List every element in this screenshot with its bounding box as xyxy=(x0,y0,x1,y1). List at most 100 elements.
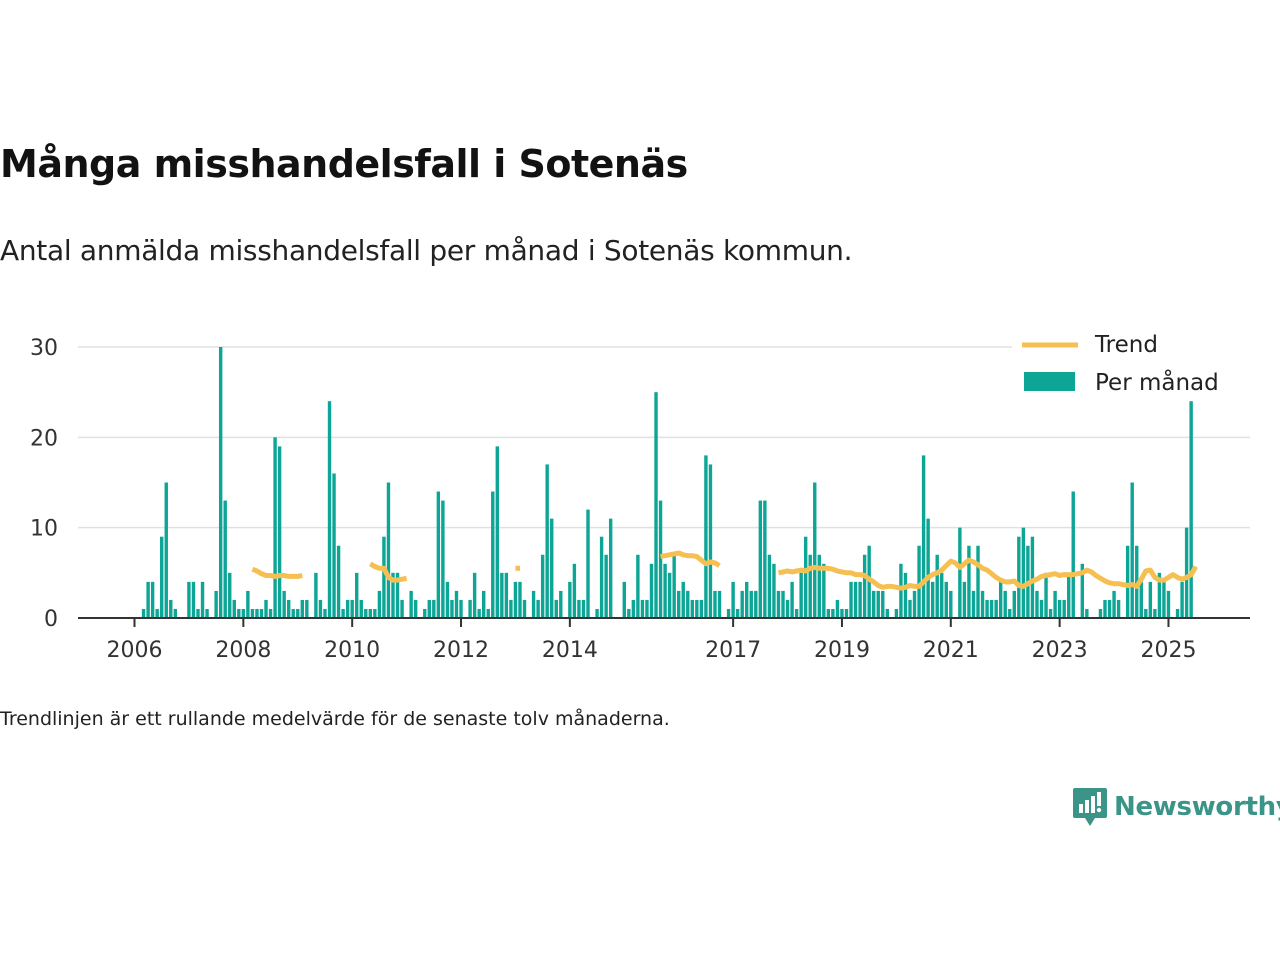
bar xyxy=(663,563,667,618)
bar xyxy=(599,536,604,618)
bar xyxy=(477,608,481,618)
bar xyxy=(949,590,953,618)
bar xyxy=(1098,608,1103,618)
bar-series xyxy=(141,347,1193,618)
y-tick-label: 10 xyxy=(30,517,58,542)
bar xyxy=(781,590,785,618)
bar xyxy=(436,491,441,618)
x-axis-ticks: 2006 2008 2010 2012 2014 2017 2019 2021 2023 2025 xyxy=(107,618,1196,663)
bar xyxy=(377,590,382,618)
bar xyxy=(731,581,735,618)
bar xyxy=(323,608,327,618)
bar xyxy=(754,590,758,618)
bar xyxy=(717,590,722,618)
bar xyxy=(341,608,345,618)
bar xyxy=(985,599,989,618)
bar xyxy=(967,545,971,618)
bar xyxy=(1157,572,1162,618)
bar xyxy=(962,581,967,618)
bar xyxy=(164,482,168,618)
bar xyxy=(277,446,282,618)
bar xyxy=(1112,590,1116,618)
bar xyxy=(1139,581,1143,618)
bar xyxy=(654,392,658,618)
bar xyxy=(550,518,554,618)
bar xyxy=(595,608,599,618)
bar-chart: 0 10 20 30 2006 2008 2010 2012 2014 2017 2019 2021… xyxy=(30,330,1250,663)
bar xyxy=(699,599,704,618)
bar xyxy=(813,482,817,618)
bar xyxy=(359,599,363,618)
bar xyxy=(568,581,572,618)
bar xyxy=(971,590,976,618)
bar xyxy=(876,590,880,618)
bar xyxy=(441,500,445,618)
bar xyxy=(1035,590,1039,618)
bar xyxy=(196,608,200,618)
bar xyxy=(373,608,377,618)
bar xyxy=(917,545,921,618)
bar xyxy=(205,608,209,618)
bar xyxy=(1125,545,1130,618)
bar xyxy=(940,572,944,618)
bar xyxy=(150,581,155,618)
bar xyxy=(645,599,649,618)
footnote: Trendlinjen är ett rullande medelvärde f… xyxy=(0,708,670,730)
bar xyxy=(259,608,264,618)
bar xyxy=(513,581,518,618)
bar xyxy=(218,347,223,618)
legend-bar-swatch xyxy=(1024,372,1075,391)
bar xyxy=(998,581,1003,618)
x-tick-label: 2021 xyxy=(923,638,979,663)
bar xyxy=(790,581,794,618)
newsworthy-logo[interactable]: Newsworthy xyxy=(1072,786,1280,828)
legend-label-trend: Trend xyxy=(1094,332,1158,358)
bar xyxy=(785,599,790,618)
bar xyxy=(413,599,418,618)
x-tick-label: 2017 xyxy=(705,638,761,663)
bar xyxy=(749,590,753,618)
bar xyxy=(409,590,413,618)
bar xyxy=(958,527,962,618)
legend: Trend Per månad xyxy=(1012,330,1250,400)
bar xyxy=(817,554,821,618)
bar xyxy=(155,608,159,618)
bar xyxy=(840,608,844,618)
bar xyxy=(468,599,472,618)
bar xyxy=(232,599,236,618)
bar xyxy=(1030,536,1035,618)
bar xyxy=(237,608,241,618)
bar xyxy=(223,500,227,618)
bar xyxy=(799,572,803,618)
y-tick-label: 30 xyxy=(30,336,58,361)
bar xyxy=(763,500,767,618)
bar xyxy=(495,446,499,618)
bar xyxy=(1057,599,1062,618)
bar xyxy=(803,536,808,618)
bar xyxy=(504,572,509,618)
bar xyxy=(667,572,672,618)
bar xyxy=(681,581,685,618)
bar xyxy=(862,554,867,618)
bar xyxy=(713,590,717,618)
bar xyxy=(899,563,903,618)
bar xyxy=(649,563,654,618)
bar xyxy=(1012,590,1016,618)
bar xyxy=(1003,590,1007,618)
bar xyxy=(1085,608,1089,618)
bar xyxy=(835,599,840,618)
bar xyxy=(912,590,917,618)
bar xyxy=(658,500,663,618)
bar xyxy=(160,536,164,618)
bar xyxy=(935,554,939,618)
bar xyxy=(1175,608,1180,618)
bar xyxy=(482,590,486,618)
bar xyxy=(930,581,935,618)
bar xyxy=(631,599,636,618)
bar xyxy=(472,572,477,618)
bar xyxy=(423,608,427,618)
bar xyxy=(604,554,608,618)
bar xyxy=(169,599,173,618)
bar xyxy=(459,599,463,618)
bar xyxy=(486,608,490,618)
